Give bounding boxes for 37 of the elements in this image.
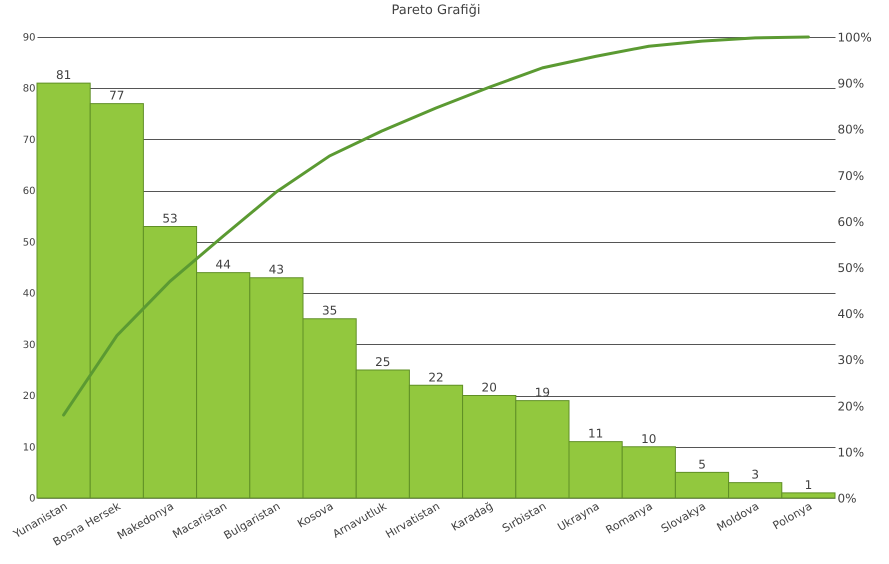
y2-tick-label: 10% bbox=[838, 445, 864, 460]
y2-tick-label: 50% bbox=[838, 261, 864, 275]
data-label: 53 bbox=[162, 212, 178, 226]
data-label: 19 bbox=[534, 386, 550, 400]
data-label: 44 bbox=[216, 258, 231, 272]
y2-tick-label: 60% bbox=[838, 214, 864, 229]
data-label: 81 bbox=[56, 68, 72, 82]
y-tick-label: 10 bbox=[22, 442, 36, 454]
y2-tick-label: 20% bbox=[838, 399, 864, 414]
data-label: 3 bbox=[751, 468, 760, 482]
data-label: 22 bbox=[428, 370, 444, 384]
y-tick-label: 90 bbox=[22, 32, 36, 44]
y2-tick-label: 30% bbox=[838, 353, 864, 368]
data-label: 35 bbox=[322, 304, 338, 318]
data-label: 1 bbox=[804, 478, 812, 492]
chart-title: Pareto Grafiği bbox=[392, 3, 480, 18]
y2-tick-label: 0% bbox=[838, 492, 857, 506]
y2-tick-label: 90% bbox=[838, 76, 864, 91]
y-tick-label: 60 bbox=[22, 186, 36, 198]
y-tick-label: 30 bbox=[22, 340, 36, 351]
data-label: 20 bbox=[482, 380, 497, 395]
y2-tick-label: 80% bbox=[838, 122, 864, 137]
data-label: 25 bbox=[375, 354, 390, 369]
y-tick-label: 80 bbox=[22, 84, 36, 95]
y-tick-label: 0 bbox=[29, 494, 36, 504]
data-label: 11 bbox=[588, 426, 604, 441]
y-tick-label: 40 bbox=[22, 288, 36, 300]
data-label: 5 bbox=[698, 457, 706, 472]
y-tick-label: 50 bbox=[22, 237, 36, 248]
y2-tick-label: 70% bbox=[838, 168, 864, 183]
y2-tick-label: 100% bbox=[838, 30, 872, 44]
y-tick-label: 70 bbox=[22, 134, 36, 146]
data-label: 10 bbox=[641, 432, 656, 446]
data-label: 77 bbox=[109, 88, 124, 103]
data-label: 43 bbox=[268, 262, 284, 277]
y-tick-label: 20 bbox=[22, 391, 36, 402]
y2-tick-label: 40% bbox=[838, 307, 864, 322]
